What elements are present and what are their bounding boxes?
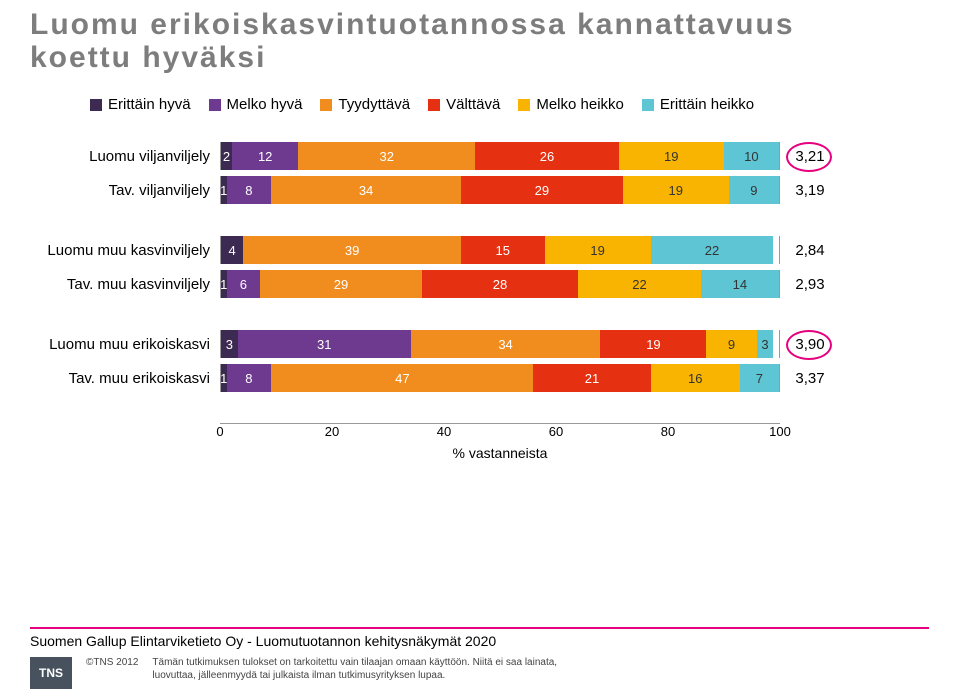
stacked-bar: 331341993 <box>220 330 780 358</box>
stacked-bar: 184721167 <box>220 364 780 392</box>
bar-segment: 9 <box>729 176 779 204</box>
stacked-bar-chart: Luomu viljanviljely212322619103,21Tav. v… <box>30 141 929 393</box>
bar-segment: 8 <box>227 176 272 204</box>
chart-row: Tav. viljanviljely1834291993,19 <box>30 175 929 205</box>
bar-segment: 19 <box>623 176 729 204</box>
bar-segment: 9 <box>706 330 756 358</box>
highlight-circle <box>786 330 832 360</box>
legend-label: Erittäin hyvä <box>108 96 191 113</box>
bar-segment: 3 <box>757 330 774 358</box>
row-label: Luomu viljanviljely <box>30 148 220 165</box>
chart-row: Luomu muu erikoiskasvi3313419933,90 <box>30 329 929 359</box>
bar-segment: 31 <box>238 330 411 358</box>
legend-swatch <box>428 99 440 111</box>
bar-segment: 14 <box>701 270 779 298</box>
chart-row: Luomu viljanviljely212322619103,21 <box>30 141 929 171</box>
legend-swatch <box>642 99 654 111</box>
stacked-bar: 183429199 <box>220 176 780 204</box>
bar-segment: 7 <box>740 364 779 392</box>
bar-segment: 28 <box>422 270 578 298</box>
source-line: Suomen Gallup Elintarviketieto Oy - Luom… <box>30 627 929 649</box>
row-label: Tav. muu erikoiskasvi <box>30 370 220 387</box>
legend-item: Melko hyvä <box>209 96 303 113</box>
bar-segment: 12 <box>232 142 298 170</box>
bar-segment: 22 <box>651 236 774 264</box>
legend-swatch <box>518 99 530 111</box>
legend-swatch <box>320 99 332 111</box>
row-value: 2,84 <box>780 242 840 259</box>
x-axis: 0 20 40 60 80 100 <box>30 423 929 443</box>
axis-tick: 100 <box>769 424 791 439</box>
legend-label: Tyydyttävä <box>338 96 410 113</box>
legend-label: Melko hyvä <box>227 96 303 113</box>
bar-segment: 22 <box>578 270 701 298</box>
chart-row: Tav. muu kasvinviljely16292822142,93 <box>30 269 929 299</box>
chart-row: Luomu muu kasvinviljely4391519222,84 <box>30 235 929 265</box>
chart-group: Luomu viljanviljely212322619103,21Tav. v… <box>30 141 929 205</box>
bar-segment: 15 <box>461 236 545 264</box>
bar-segment: 19 <box>619 142 724 170</box>
bar-segment: 26 <box>475 142 619 170</box>
title-line1: Luomu erikoiskasvintuotannossa kannattav… <box>30 8 795 41</box>
row-value: 3,90 <box>780 336 840 353</box>
bar-segment: 29 <box>260 270 422 298</box>
legend-item: Tyydyttävä <box>320 96 410 113</box>
row-value: 3,19 <box>780 182 840 199</box>
row-label: Luomu muu erikoiskasvi <box>30 336 220 353</box>
title-line2: koettu hyväksi <box>30 41 266 74</box>
bar-segment: 2 <box>221 142 232 170</box>
bar-segment: 32 <box>298 142 475 170</box>
legend-swatch <box>90 99 102 111</box>
legend-item: Erittäin hyvä <box>90 96 191 113</box>
bar-segment: 34 <box>411 330 601 358</box>
bar-segment: 16 <box>651 364 740 392</box>
chart-group: Luomu muu erikoiskasvi3313419933,90Tav. … <box>30 329 929 393</box>
legend-item: Melko heikko <box>518 96 624 113</box>
copyright: ©TNS 2012 <box>86 657 138 668</box>
axis-tick: 20 <box>325 424 339 439</box>
chart-legend: Erittäin hyvä Melko hyvä Tyydyttävä Välttäv… <box>90 96 929 113</box>
page-title: Luomu erikoiskasvintuotannossa kannattav… <box>30 8 929 74</box>
stacked-bar: 21232261910 <box>220 142 780 170</box>
bar-segment: 29 <box>461 176 623 204</box>
legend-item: Erittäin heikko <box>642 96 754 113</box>
x-axis-label: % vastanneista <box>220 445 780 461</box>
stacked-bar: 439151922 <box>220 236 780 264</box>
row-label: Tav. viljanviljely <box>30 182 220 199</box>
bar-segment: 10 <box>724 142 779 170</box>
bar-segment: 3 <box>221 330 238 358</box>
bar-segment: 39 <box>243 236 461 264</box>
axis-tick: 60 <box>549 424 563 439</box>
bar-segment: 8 <box>227 364 272 392</box>
bar-segment: 6 <box>227 270 260 298</box>
axis-tick: 80 <box>661 424 675 439</box>
row-value: 2,93 <box>780 276 840 293</box>
bar-segment: 47 <box>271 364 533 392</box>
row-label: Tav. muu kasvinviljely <box>30 276 220 293</box>
disclaimer: Tämän tutkimuksen tulokset on tarkoitett… <box>152 657 557 682</box>
legend-label: Välttävä <box>446 96 500 113</box>
bar-segment: 34 <box>271 176 461 204</box>
legend-label: Erittäin heikko <box>660 96 754 113</box>
legend-label: Melko heikko <box>536 96 624 113</box>
bar-segment: 4 <box>221 236 243 264</box>
row-value: 3,37 <box>780 370 840 387</box>
legend-swatch <box>209 99 221 111</box>
bar-segment: 19 <box>600 330 706 358</box>
axis-tick: 0 <box>216 424 223 439</box>
row-label: Luomu muu kasvinviljely <box>30 242 220 259</box>
highlight-circle <box>786 142 832 172</box>
chart-row: Tav. muu erikoiskasvi1847211673,37 <box>30 363 929 393</box>
bar-segment: 19 <box>545 236 651 264</box>
stacked-bar: 1629282214 <box>220 270 780 298</box>
axis-tick: 40 <box>437 424 451 439</box>
bar-segment: 21 <box>533 364 650 392</box>
legend-item: Välttävä <box>428 96 500 113</box>
row-value: 3,21 <box>780 148 840 165</box>
chart-group: Luomu muu kasvinviljely4391519222,84Tav.… <box>30 235 929 299</box>
tns-logo: TNS <box>30 657 72 689</box>
